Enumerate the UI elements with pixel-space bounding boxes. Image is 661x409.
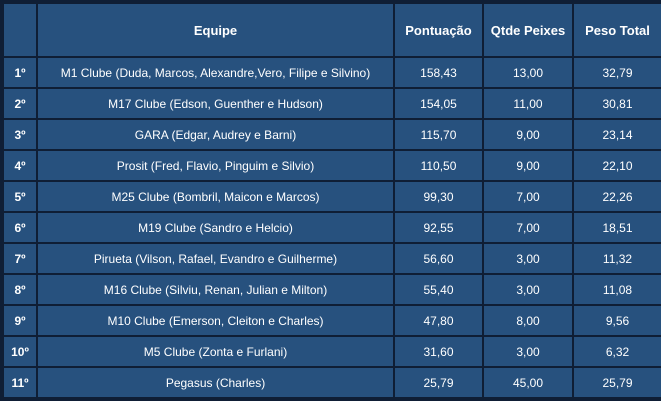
team-cell: M16 Clube (Silviu, Renan, Julian e Milto… bbox=[36, 273, 395, 306]
rank-cell: 1º bbox=[1, 56, 38, 89]
weight-cell: 11,08 bbox=[572, 273, 661, 306]
col-header-peso-total: Peso Total bbox=[572, 1, 661, 58]
rank-cell: 5º bbox=[1, 180, 38, 213]
rank-cell: 2º bbox=[1, 87, 38, 120]
team-cell: M25 Clube (Bombril, Maicon e Marcos) bbox=[36, 180, 395, 213]
weight-cell: 30,81 bbox=[572, 87, 661, 120]
fish-count-cell: 7,00 bbox=[482, 211, 574, 244]
rank-cell: 3º bbox=[1, 118, 38, 151]
points-cell: 25,79 bbox=[393, 366, 484, 400]
table-row: 5º M25 Clube (Bombril, Maicon e Marcos) … bbox=[1, 180, 661, 213]
header-row: Equipe Pontuação Qtde Peixes Peso Total bbox=[1, 1, 661, 58]
weight-cell: 32,79 bbox=[572, 56, 661, 89]
col-header-qtde-peixes: Qtde Peixes bbox=[482, 1, 574, 58]
team-cell: M17 Clube (Edson, Guenther e Hudson) bbox=[36, 87, 395, 120]
table-row: 3º GARA (Edgar, Audrey e Barni) 115,70 9… bbox=[1, 118, 661, 151]
fish-count-cell: 8,00 bbox=[482, 304, 574, 337]
fish-count-cell: 3,00 bbox=[482, 335, 574, 368]
weight-cell: 9,56 bbox=[572, 304, 661, 337]
fish-count-cell: 45,00 bbox=[482, 366, 574, 400]
table-row: 9º M10 Clube (Emerson, Cleiton e Charles… bbox=[1, 304, 661, 337]
points-cell: 158,43 bbox=[393, 56, 484, 89]
weight-cell: 6,32 bbox=[572, 335, 661, 368]
points-cell: 154,05 bbox=[393, 87, 484, 120]
rank-cell: 8º bbox=[1, 273, 38, 306]
team-cell: Prosit (Fred, Flavio, Pinguim e Silvio) bbox=[36, 149, 395, 182]
col-header-pontuacao: Pontuação bbox=[393, 1, 484, 58]
points-cell: 56,60 bbox=[393, 242, 484, 275]
table-row: 6º M19 Clube (Sandro e Helcio) 92,55 7,0… bbox=[1, 211, 661, 244]
table-row: 8º M16 Clube (Silviu, Renan, Julian e Mi… bbox=[1, 273, 661, 306]
rank-cell: 4º bbox=[1, 149, 38, 182]
points-cell: 110,50 bbox=[393, 149, 484, 182]
weight-cell: 18,51 bbox=[572, 211, 661, 244]
rank-cell: 7º bbox=[1, 242, 38, 275]
rank-cell: 9º bbox=[1, 304, 38, 337]
table-row: 10º M5 Clube (Zonta e Furlani) 31,60 3,0… bbox=[1, 335, 661, 368]
table-row: 2º M17 Clube (Edson, Guenther e Hudson) … bbox=[1, 87, 661, 120]
fish-count-cell: 13,00 bbox=[482, 56, 574, 89]
fish-count-cell: 9,00 bbox=[482, 118, 574, 151]
rank-column-header bbox=[1, 1, 38, 58]
table-row: 11º Pegasus (Charles) 25,79 45,00 25,79 bbox=[1, 366, 661, 400]
weight-cell: 11,32 bbox=[572, 242, 661, 275]
rank-cell: 10º bbox=[1, 335, 38, 368]
team-cell: M5 Clube (Zonta e Furlani) bbox=[36, 335, 395, 368]
weight-cell: 25,79 bbox=[572, 366, 661, 400]
fish-count-cell: 11,00 bbox=[482, 87, 574, 120]
rank-cell: 6º bbox=[1, 211, 38, 244]
team-cell: GARA (Edgar, Audrey e Barni) bbox=[36, 118, 395, 151]
table-row: 1º M1 Clube (Duda, Marcos, Alexandre,Ver… bbox=[1, 56, 661, 89]
weight-cell: 22,26 bbox=[572, 180, 661, 213]
team-cell: Pirueta (Vilson, Rafael, Evandro e Guilh… bbox=[36, 242, 395, 275]
weight-cell: 23,14 bbox=[572, 118, 661, 151]
team-cell: M10 Clube (Emerson, Cleiton e Charles) bbox=[36, 304, 395, 337]
points-cell: 31,60 bbox=[393, 335, 484, 368]
points-cell: 47,80 bbox=[393, 304, 484, 337]
fish-count-cell: 3,00 bbox=[482, 242, 574, 275]
team-cell: Pegasus (Charles) bbox=[36, 366, 395, 400]
fish-count-cell: 7,00 bbox=[482, 180, 574, 213]
table-row: 4º Prosit (Fred, Flavio, Pinguim e Silvi… bbox=[1, 149, 661, 182]
points-cell: 115,70 bbox=[393, 118, 484, 151]
rank-cell: 11º bbox=[1, 366, 38, 400]
fish-count-cell: 3,00 bbox=[482, 273, 574, 306]
table-row: 7º Pirueta (Vilson, Rafael, Evandro e Gu… bbox=[1, 242, 661, 275]
points-cell: 55,40 bbox=[393, 273, 484, 306]
fish-count-cell: 9,00 bbox=[482, 149, 574, 182]
weight-cell: 22,10 bbox=[572, 149, 661, 182]
col-header-equipe: Equipe bbox=[36, 1, 395, 58]
points-cell: 99,30 bbox=[393, 180, 484, 213]
team-cell: M19 Clube (Sandro e Helcio) bbox=[36, 211, 395, 244]
team-cell: M1 Clube (Duda, Marcos, Alexandre,Vero, … bbox=[36, 56, 395, 89]
points-cell: 92,55 bbox=[393, 211, 484, 244]
